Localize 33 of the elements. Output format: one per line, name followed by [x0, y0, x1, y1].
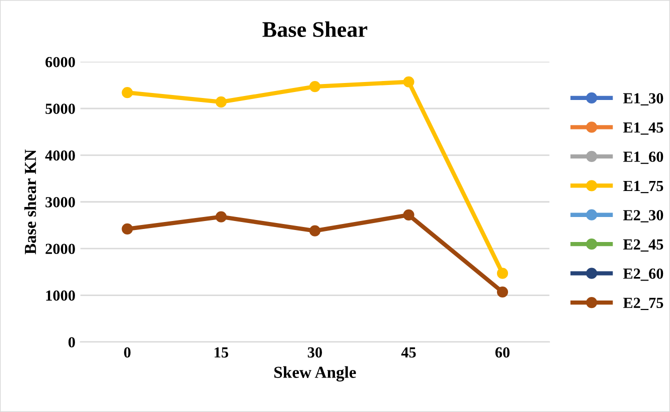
y-tick-label: 3000 — [46, 197, 75, 208]
legend-label: E1_60 — [623, 152, 664, 164]
x-tick-label: 15 — [214, 347, 228, 358]
point — [309, 80, 320, 92]
x-axis-title: Skew Angle — [274, 366, 356, 382]
point — [309, 225, 320, 236]
point — [496, 286, 508, 298]
point — [122, 223, 133, 235]
point — [496, 268, 508, 279]
legend-label: E1_30 — [623, 93, 664, 106]
point — [122, 87, 133, 98]
y-tick-label: 6000 — [46, 56, 75, 68]
legend-label: E2_45 — [623, 239, 664, 252]
point — [216, 96, 227, 108]
x-tick-label: 30 — [308, 347, 322, 358]
legend-label: E2_60 — [623, 268, 664, 281]
legend-label: E2_30 — [623, 210, 664, 222]
y-tick-label: 0 — [68, 337, 75, 348]
point — [403, 76, 414, 88]
legend-label: E1_75 — [623, 180, 664, 194]
y-tick-label: 1000 — [46, 290, 75, 301]
legend-label: E2_75 — [623, 298, 664, 310]
x-tick-label: 0 — [124, 347, 131, 358]
y-tick-label: 4000 — [45, 150, 75, 161]
point — [216, 211, 227, 222]
legend-label: E1_45 — [623, 122, 664, 135]
y-tick-label: 5000 — [46, 104, 75, 114]
x-tick-label: 45 — [401, 347, 416, 358]
point — [403, 209, 414, 221]
x-tick-label: 60 — [495, 347, 510, 358]
chart-title: Base Shear — [262, 21, 368, 38]
y-tick-label: 2000 — [46, 244, 75, 254]
y-axis-title: Base shear KN — [24, 149, 36, 254]
